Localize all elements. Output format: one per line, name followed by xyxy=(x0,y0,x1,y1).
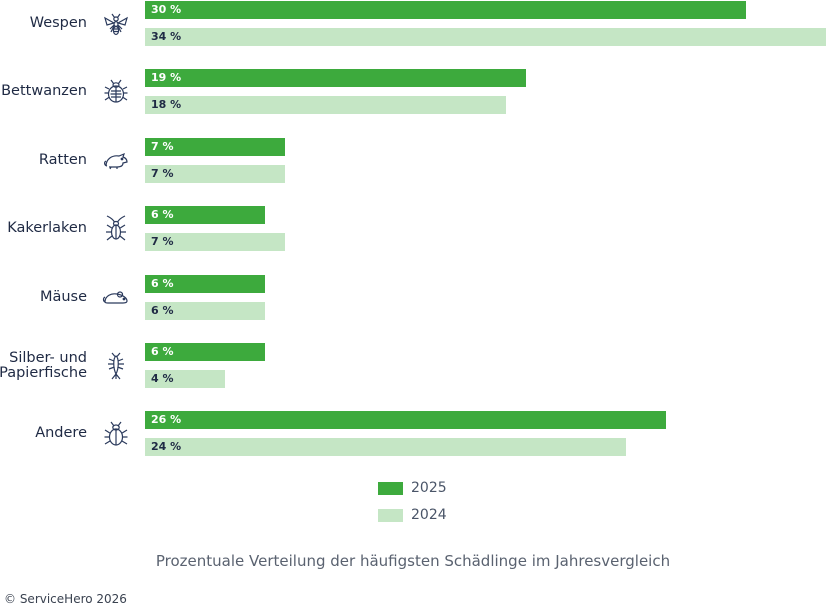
category-label: Bettwanzen xyxy=(1,83,87,100)
rat-icon xyxy=(102,146,130,174)
legend-label-2024: 2024 xyxy=(411,507,447,523)
bar-2024: 24 % xyxy=(145,438,626,457)
cockroach-icon xyxy=(102,215,130,243)
bar-value-label: 7 % xyxy=(151,166,174,180)
bar-value-label: 18 % xyxy=(151,98,182,112)
bar-2025: 19 % xyxy=(145,69,526,88)
mouse-icon xyxy=(102,283,130,311)
legend-swatch-2025 xyxy=(378,481,403,495)
legend-swatch-2024 xyxy=(378,508,403,522)
bar-value-label: 4 % xyxy=(151,372,174,385)
legend: 2025 2024 xyxy=(378,478,447,532)
bar-2025: 30 % xyxy=(145,1,746,19)
category-label: Silber- und Papierfische xyxy=(0,349,87,381)
legend-label-2025: 2025 xyxy=(411,480,447,496)
bar-2024: 34 % xyxy=(145,28,826,46)
bar-value-label: 6 % xyxy=(151,303,174,317)
bar-2025: 6 % xyxy=(145,274,266,293)
bar-value-label: 24 % xyxy=(151,440,182,454)
bar-2025: 6 % xyxy=(145,206,266,225)
bar-2025: 6 % xyxy=(145,343,266,361)
silverfish-icon xyxy=(102,352,130,380)
bar-value-label: 6 % xyxy=(151,345,174,358)
bar-2024: 7 % xyxy=(145,233,286,252)
bar-2024: 7 % xyxy=(145,164,286,183)
bar-chart: Wespen 30 % 34 % Bettwanzen 19 % 18 % Ratten 7 … xyxy=(0,1,826,457)
category-label: Ratten xyxy=(38,151,87,168)
chart-caption: Prozentuale Verteilung der häufigsten Sc… xyxy=(155,552,671,570)
bar-2025: 26 % xyxy=(145,411,666,430)
bar-value-label: 34 % xyxy=(151,30,182,43)
legend-item-2024: 2024 xyxy=(378,505,447,525)
wasp-icon xyxy=(102,10,130,38)
category-label: Kakerlaken xyxy=(7,220,87,237)
legend-item-2025: 2025 xyxy=(378,478,447,498)
bar-2024: 18 % xyxy=(145,96,506,115)
bedbug-icon xyxy=(102,78,130,106)
copyright: © ServiceHero 2026 xyxy=(4,592,127,606)
beetle-icon xyxy=(102,420,130,448)
category-label: Mäuse xyxy=(39,288,87,305)
bar-value-label: 6 % xyxy=(151,276,174,290)
bar-2024: 4 % xyxy=(145,370,226,388)
bar-2025: 7 % xyxy=(145,137,286,156)
bar-value-label: 26 % xyxy=(151,413,182,427)
bar-value-label: 30 % xyxy=(151,3,182,16)
bar-2024: 6 % xyxy=(145,301,266,320)
bar-value-label: 7 % xyxy=(151,235,174,249)
bar-value-label: 19 % xyxy=(151,71,182,85)
bar-value-label: 7 % xyxy=(151,139,174,153)
category-label: Wespen xyxy=(29,15,87,31)
category-label: Andere xyxy=(35,425,87,442)
bar-value-label: 6 % xyxy=(151,208,174,222)
